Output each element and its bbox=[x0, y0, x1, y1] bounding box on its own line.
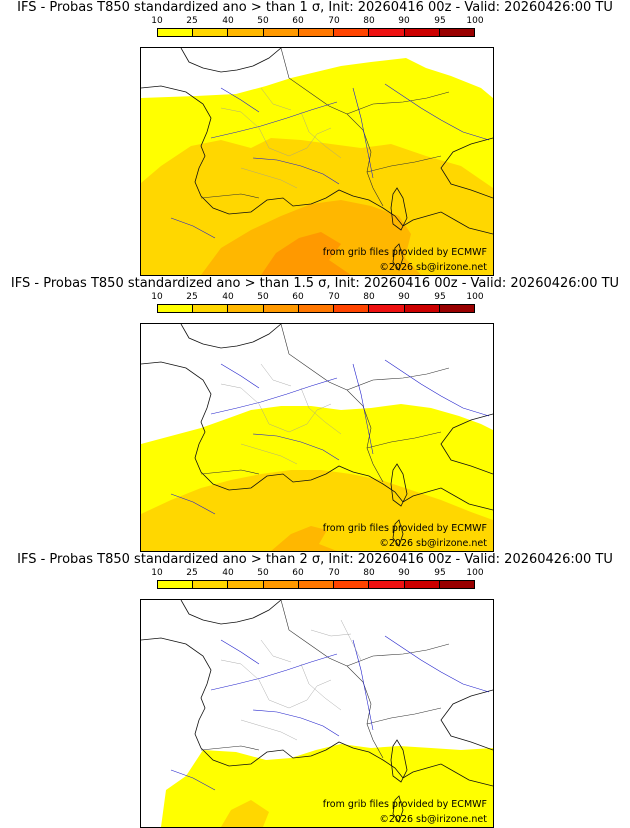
colorbar-tick: 95 bbox=[434, 16, 446, 26]
prob-fill-40 bbox=[271, 526, 337, 551]
colorbar-tick: 100 bbox=[466, 292, 484, 302]
colorbar-swatch bbox=[228, 305, 264, 312]
colorbar-swatch bbox=[263, 305, 299, 312]
colorbar-tick: 40 bbox=[222, 292, 234, 302]
rivers bbox=[170, 83, 490, 239]
map-panel-3: IFS - Probas T850 standardized ano > tha… bbox=[0, 552, 630, 828]
colorbar-tick: 25 bbox=[186, 292, 198, 302]
map-title: IFS - Probas T850 standardized ano > tha… bbox=[17, 0, 613, 15]
map-graphic bbox=[141, 48, 493, 275]
rivers bbox=[170, 359, 490, 515]
colorbar-tick: 25 bbox=[186, 568, 198, 578]
data-credit: from grib files provided by ECMWF bbox=[322, 799, 487, 810]
probability-map: from grib files provided by ECMWF ©2026 … bbox=[140, 323, 494, 552]
regional-boundaries bbox=[220, 363, 342, 465]
colorbar-swatch bbox=[263, 29, 299, 36]
coastline bbox=[141, 600, 493, 823]
map-panel-2: IFS - Probas T850 standardized ano > tha… bbox=[0, 276, 630, 552]
colorbar-swatch bbox=[158, 29, 194, 36]
colorbar-tick: 80 bbox=[363, 16, 375, 26]
colorbar-swatch bbox=[298, 305, 335, 312]
colorbar-tick: 95 bbox=[434, 568, 446, 578]
coastline bbox=[141, 48, 493, 271]
colorbar-swatch bbox=[334, 581, 370, 588]
colorbar-labels: 10 25 40 50 60 70 80 90 95 100 bbox=[150, 292, 484, 303]
prob-fill-25 bbox=[221, 800, 269, 827]
colorbar-swatch bbox=[369, 305, 405, 312]
colorbar-tick: 10 bbox=[151, 568, 163, 578]
colorbar-swatch bbox=[298, 29, 335, 36]
borders bbox=[200, 324, 450, 483]
colorbar-tick: 40 bbox=[222, 568, 234, 578]
colorbar-swatch bbox=[228, 581, 264, 588]
colorbar-tick: 90 bbox=[398, 568, 410, 578]
probability-map: from grib files provided by ECMWF ©2026 … bbox=[140, 599, 494, 828]
colorbar bbox=[157, 580, 475, 589]
colorbar-tick: 80 bbox=[363, 568, 375, 578]
colorbar-tick: 50 bbox=[257, 292, 269, 302]
colorbar-tick: 95 bbox=[434, 292, 446, 302]
regional-boundaries bbox=[220, 619, 362, 741]
colorbar-labels: 10 25 40 50 60 70 80 90 95 100 bbox=[150, 568, 484, 579]
colorbar-swatch bbox=[193, 29, 229, 36]
colorbar-labels: 10 25 40 50 60 70 80 90 95 100 bbox=[150, 16, 484, 27]
colorbar-tick: 50 bbox=[257, 568, 269, 578]
borders bbox=[200, 48, 450, 207]
data-credit: from grib files provided by ECMWF bbox=[322, 247, 487, 258]
colorbar-tick: 25 bbox=[186, 16, 198, 26]
colorbar-swatch bbox=[404, 305, 440, 312]
borders bbox=[200, 600, 450, 759]
colorbar-tick: 70 bbox=[328, 16, 340, 26]
coastline bbox=[141, 324, 493, 547]
colorbar-swatch bbox=[439, 29, 474, 36]
rivers bbox=[170, 635, 490, 791]
regional-boundaries bbox=[220, 87, 342, 189]
colorbar-swatch bbox=[404, 29, 440, 36]
probability-map: from grib files provided by ECMWF ©2026 … bbox=[140, 47, 494, 276]
map-panel-1: IFS - Probas T850 standardized ano > tha… bbox=[0, 0, 630, 276]
colorbar-swatch bbox=[228, 29, 264, 36]
colorbar-swatch bbox=[158, 305, 194, 312]
map-graphic bbox=[141, 600, 493, 827]
data-credit: from grib files provided by ECMWF bbox=[322, 523, 487, 534]
map-title: IFS - Probas T850 standardized ano > tha… bbox=[17, 552, 613, 567]
colorbar-swatch bbox=[263, 581, 299, 588]
colorbar-swatch bbox=[334, 305, 370, 312]
colorbar-tick: 100 bbox=[466, 568, 484, 578]
colorbar-tick: 10 bbox=[151, 292, 163, 302]
colorbar-tick: 90 bbox=[398, 16, 410, 26]
colorbar bbox=[157, 304, 475, 313]
prob-fill-50 bbox=[261, 232, 351, 275]
colorbar-tick: 40 bbox=[222, 16, 234, 26]
colorbar-swatch bbox=[193, 305, 229, 312]
colorbar-tick: 60 bbox=[292, 568, 304, 578]
map-graphic bbox=[141, 324, 493, 551]
colorbar-tick: 70 bbox=[328, 568, 340, 578]
colorbar-swatch bbox=[298, 581, 335, 588]
colorbar-swatch bbox=[369, 29, 405, 36]
colorbar bbox=[157, 28, 475, 37]
colorbar-tick: 80 bbox=[363, 292, 375, 302]
colorbar-tick: 60 bbox=[292, 16, 304, 26]
colorbar-tick: 50 bbox=[257, 16, 269, 26]
colorbar-swatch bbox=[334, 29, 370, 36]
copyright: ©2026 sb@irizone.net bbox=[379, 814, 487, 825]
colorbar-swatch bbox=[439, 305, 474, 312]
colorbar-swatch bbox=[439, 581, 474, 588]
colorbar-swatch bbox=[193, 581, 229, 588]
colorbar-tick: 60 bbox=[292, 292, 304, 302]
colorbar-swatch bbox=[404, 581, 440, 588]
colorbar-tick: 70 bbox=[328, 292, 340, 302]
copyright: ©2026 sb@irizone.net bbox=[379, 262, 487, 273]
colorbar-tick: 100 bbox=[466, 16, 484, 26]
colorbar-swatch bbox=[369, 581, 405, 588]
map-title: IFS - Probas T850 standardized ano > tha… bbox=[10, 276, 620, 291]
colorbar-tick: 10 bbox=[151, 16, 163, 26]
colorbar-swatch bbox=[158, 581, 194, 588]
colorbar-tick: 90 bbox=[398, 292, 410, 302]
copyright: ©2026 sb@irizone.net bbox=[379, 538, 487, 549]
